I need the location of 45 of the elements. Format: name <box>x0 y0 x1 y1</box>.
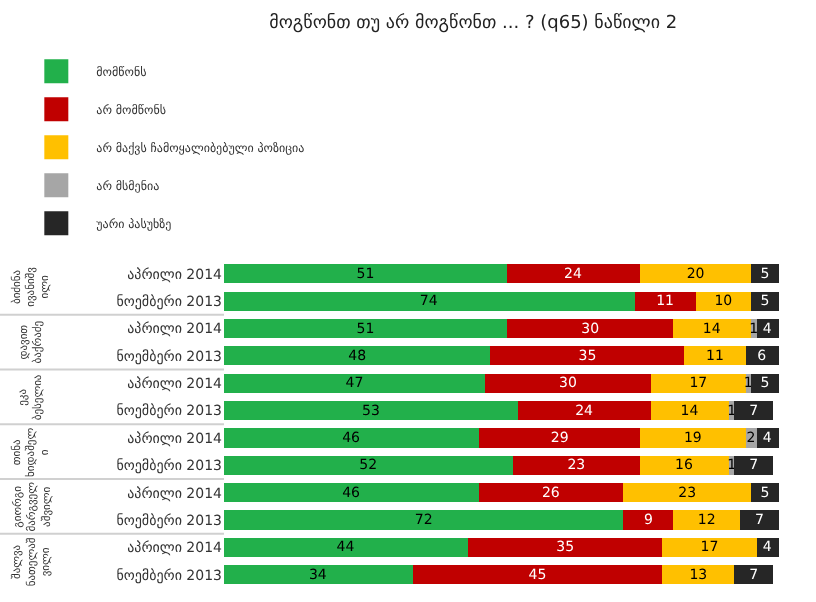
bar <box>484 373 652 393</box>
bar <box>479 428 641 448</box>
bar <box>623 510 674 530</box>
bar <box>224 537 469 557</box>
bar <box>412 565 663 585</box>
bar <box>734 401 774 421</box>
bar <box>684 346 746 366</box>
bar <box>751 483 779 503</box>
bar <box>518 401 652 421</box>
bar <box>506 318 674 339</box>
bar <box>640 428 746 448</box>
bar <box>490 346 685 366</box>
bar <box>673 318 752 339</box>
bar <box>224 483 480 503</box>
chart-title: მოგწონთ თუ არ მოგწონთ ... ? (q65) ნაწილი 2 <box>269 11 678 34</box>
bar <box>640 455 729 475</box>
bar <box>512 455 641 475</box>
bar <box>634 291 696 311</box>
bar <box>751 373 779 393</box>
bar <box>673 510 740 530</box>
bar <box>662 537 757 557</box>
bar <box>468 537 663 557</box>
bar <box>751 264 779 284</box>
bar <box>662 565 735 585</box>
bar <box>224 401 519 421</box>
bar <box>756 428 779 448</box>
bar <box>224 346 491 366</box>
bar <box>734 455 774 475</box>
bar <box>734 565 774 585</box>
bar <box>224 318 507 339</box>
bar <box>640 264 752 284</box>
bar <box>224 264 507 284</box>
bar <box>506 264 641 284</box>
bar <box>623 483 752 503</box>
bar <box>224 455 513 475</box>
bar <box>651 401 729 421</box>
bar <box>224 373 485 393</box>
bar <box>651 373 746 393</box>
bar <box>224 428 480 448</box>
bar <box>224 510 624 530</box>
bar <box>751 291 779 311</box>
bar <box>224 565 413 585</box>
bar <box>224 291 635 311</box>
bar <box>739 510 779 530</box>
bar <box>479 483 624 503</box>
